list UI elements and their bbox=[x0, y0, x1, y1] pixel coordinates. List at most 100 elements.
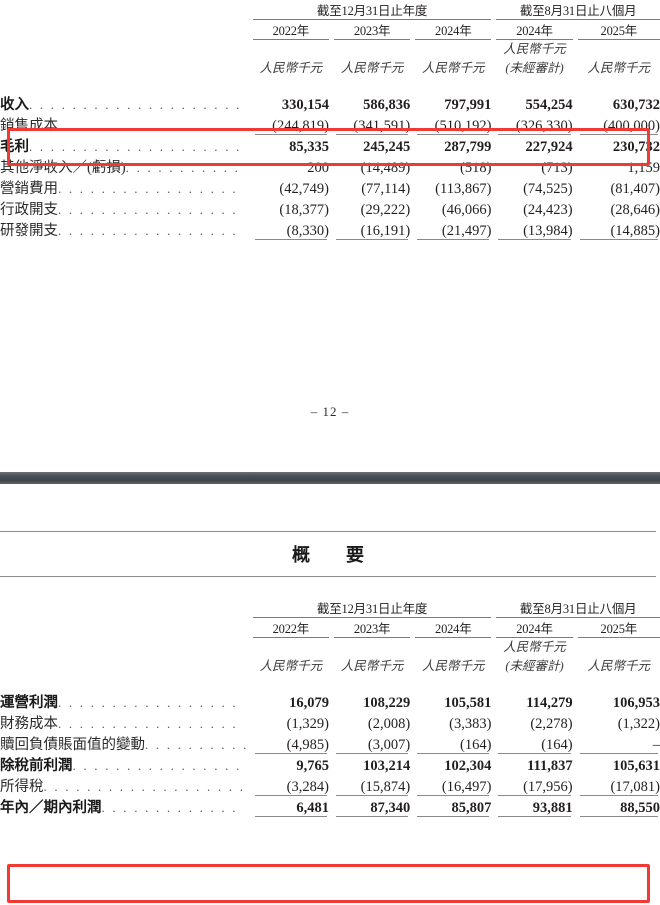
unit-text: 人民幣千元 bbox=[587, 61, 651, 76]
group-rule-eight-months bbox=[496, 617, 660, 618]
year-header-2025-eight-months: 2025年 bbox=[600, 24, 638, 38]
spacer-cell bbox=[0, 40, 253, 79]
unit-header-2: 人民幣千元 bbox=[334, 638, 410, 677]
value-cell: – bbox=[578, 733, 660, 754]
dot-leader: . . . . . . . . . . bbox=[145, 736, 249, 752]
value-cell: 105,631 bbox=[612, 757, 660, 774]
dot-leader: . . . . . . . . . . . . . . . . . bbox=[58, 117, 238, 133]
spacer-cell bbox=[0, 638, 253, 677]
value-cell: (16,497) bbox=[415, 775, 491, 796]
table-body-page-two: 運營利潤. . . . . . . . . . . . . . . . . 16,… bbox=[0, 677, 660, 817]
dot-leader: . . . . . . . . . . . . . . . . . bbox=[58, 715, 238, 731]
value-cell: 102,304 bbox=[444, 757, 492, 774]
row-label-text: 贖回負債賬面值的變動 bbox=[0, 736, 145, 753]
unit-header-5: 人民幣千元 bbox=[578, 40, 660, 79]
section-rule-top bbox=[0, 531, 656, 532]
group-header-row: 截至12月31日止年度 截至8月31日止八個月 bbox=[0, 598, 660, 617]
value-cell: 200 bbox=[307, 159, 329, 176]
row-label: 行政開支. . . . . . . . . . . . . . . . . bbox=[0, 198, 253, 219]
unit-header-4: 人民幣千元 (未經審計) bbox=[496, 638, 572, 677]
unit-header-3: 人民幣千元 bbox=[415, 638, 491, 677]
year-header-2022: 2022年 bbox=[272, 24, 310, 38]
table-row: 財務成本. . . . . . . . . . . . . . . . . (1,… bbox=[0, 712, 660, 733]
table-row: 銷售成本. . . . . . . . . . . . . . . . . (24… bbox=[0, 114, 660, 135]
table-row: 收入. . . . . . . . . . . . . . . . . . . … bbox=[0, 79, 660, 114]
dot-leader: . . . . . . . . . . . bbox=[125, 159, 241, 175]
year-header-2024: 2024年 bbox=[435, 24, 472, 38]
group-rule-years bbox=[252, 19, 492, 20]
value-cell: 108,229 bbox=[363, 694, 411, 711]
value-cell: 586,836 bbox=[363, 96, 411, 113]
table-row: 贖回負債賬面值的變動. . . . . . . . . . (4,985) (3,0… bbox=[0, 733, 660, 754]
value-cell: (15,874) bbox=[334, 775, 410, 796]
year-rule-3 bbox=[415, 39, 492, 40]
value-cell: 105,581 bbox=[444, 694, 492, 711]
unit-text: 人民幣千元 bbox=[503, 42, 566, 56]
row-label: 所得稅. . . . . . . . . . . . . . . . . . . bbox=[0, 775, 253, 796]
value-cell: (14,885) bbox=[578, 219, 660, 240]
value-cell: 227,924 bbox=[525, 138, 573, 155]
table-row: 其他淨收入／(虧損). . . . . . . . . . . 200 (14,48… bbox=[0, 156, 660, 177]
year-header-2022: 2022年 bbox=[272, 622, 310, 636]
year-header-row: 2022年 2023年 2024年 2024年 2025年 bbox=[0, 618, 660, 637]
table-row: 除稅前利潤. . . . . . . . . . . . . . . . 9,76… bbox=[0, 754, 660, 775]
row-label-text: 收入 bbox=[0, 96, 29, 113]
value-cell: 93,881 bbox=[496, 796, 573, 817]
group-header-row: 截至12月31日止年度 截至8月31日止八個月 bbox=[0, 0, 660, 19]
value-cell: (1,329) bbox=[286, 715, 329, 732]
year-header-2024-eight-months: 2024年 bbox=[516, 622, 553, 636]
year-header-2024-eight-months: 2024年 bbox=[516, 24, 553, 38]
value-cell: 85,807 bbox=[415, 796, 491, 817]
value-cell: 16,079 bbox=[289, 694, 329, 711]
year-header-2025-eight-months: 2025年 bbox=[600, 622, 638, 636]
year-rule-5 bbox=[577, 637, 660, 638]
value-cell: 88,550 bbox=[578, 796, 660, 817]
unit-text: 人民幣千元 bbox=[259, 61, 323, 76]
section-title: 概 要 bbox=[292, 545, 373, 565]
row-label: 收入. . . . . . . . . . . . . . . . . . . … bbox=[0, 79, 253, 114]
row-label-text: 除稅前利潤 bbox=[0, 757, 73, 774]
year-header-rule-row bbox=[0, 39, 660, 40]
value-cell: 230,732 bbox=[612, 138, 660, 155]
group-header-years: 截至12月31日止年度 bbox=[316, 602, 428, 616]
value-cell: 554,254 bbox=[525, 96, 573, 113]
value-cell: 245,245 bbox=[363, 138, 411, 155]
dot-leader: . . . . . . . . . . . . . . . . . bbox=[58, 180, 238, 196]
value-cell: (4,985) bbox=[253, 733, 329, 754]
value-cell: (3,383) bbox=[449, 715, 492, 732]
spacer-cell bbox=[0, 598, 253, 617]
dot-leader: . . . . . . . . . . . . . . . . bbox=[72, 757, 242, 773]
unit-text: 人民幣千元 bbox=[422, 659, 485, 674]
table-row: 毛利. . . . . . . . . . . . . . . . . . . … bbox=[0, 135, 660, 156]
value-cell: 87,340 bbox=[334, 796, 410, 817]
year-rule-2 bbox=[333, 39, 411, 40]
year-rule-3 bbox=[415, 637, 492, 638]
unit-text: 人民幣千元 bbox=[503, 640, 566, 654]
dot-leader: . . . . . . . . . . . . . . . . . . . bbox=[43, 778, 246, 794]
unit-header-5: 人民幣千元 bbox=[578, 638, 660, 677]
row-label: 毛利. . . . . . . . . . . . . . . . . . . … bbox=[0, 135, 253, 156]
row-label: 其他淨收入／(虧損). . . . . . . . . . . bbox=[0, 156, 253, 177]
value-cell: (3,007) bbox=[334, 733, 410, 754]
row-label: 除稅前利潤. . . . . . . . . . . . . . . . bbox=[0, 754, 253, 775]
value-cell: (326,330) bbox=[496, 114, 573, 135]
row-label-text: 銷售成本 bbox=[0, 117, 58, 134]
income-statement-table-page-two: 截至12月31日止年度 截至8月31日止八個月 2022年 2023年 2024… bbox=[0, 598, 660, 817]
value-cell: 111,837 bbox=[527, 757, 573, 774]
value-cell: (17,081) bbox=[578, 775, 660, 796]
value-cell: (713) bbox=[541, 159, 573, 176]
value-cell: 630,732 bbox=[612, 96, 660, 113]
row-label: 年內／期內利潤. . . . . . . . . . . . . bbox=[0, 796, 253, 817]
value-cell: (164) bbox=[496, 733, 573, 754]
value-cell: (77,114) bbox=[361, 180, 411, 197]
page-one: 截至12月31日止年度 截至8月31日止八個月 2022年 2023年 2024… bbox=[0, 0, 660, 419]
value-cell: (21,497) bbox=[415, 219, 491, 240]
spacer-cell bbox=[0, 0, 253, 19]
value-cell: (3,284) bbox=[253, 775, 329, 796]
section-rule-bottom bbox=[0, 576, 656, 577]
unit-text: 人民幣千元 bbox=[340, 659, 404, 674]
table-header-page-one: 截至12月31日止年度 截至8月31日止八個月 2022年 2023年 2024… bbox=[0, 0, 660, 79]
row-label: 贖回負債賬面值的變動. . . . . . . . . . bbox=[0, 733, 253, 754]
value-cell: (2,008) bbox=[367, 715, 411, 732]
group-rule-years bbox=[252, 617, 492, 618]
